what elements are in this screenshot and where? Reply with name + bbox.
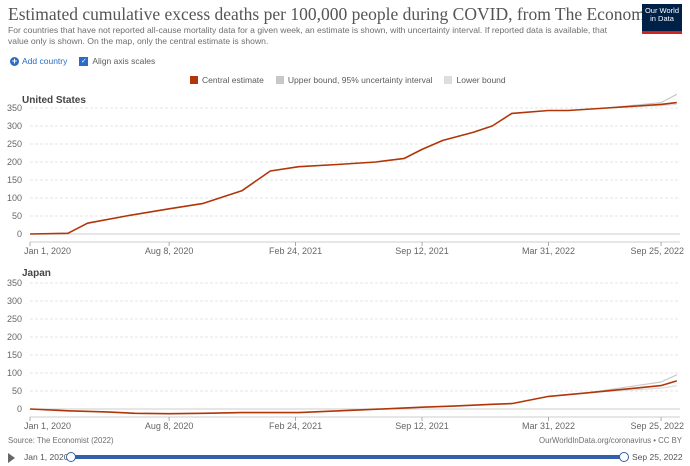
legend: Central estimate Upper bound, 95% uncert… <box>190 75 518 85</box>
chart-title: Estimated cumulative excess deaths per 1… <box>8 4 662 24</box>
lower-bound-line <box>587 385 677 394</box>
y-tick-label: 300 <box>7 296 22 306</box>
x-tick-label: Sep 25, 2022 <box>630 246 684 256</box>
controls-bar: + Add country ✓ Align axis scales <box>10 56 155 66</box>
add-country-label: Add country <box>22 56 68 66</box>
x-tick-label: Sep 12, 2021 <box>395 246 449 256</box>
x-tick-label: Mar 31, 2022 <box>522 246 575 256</box>
x-tick-label: Sep 25, 2022 <box>630 421 684 431</box>
y-tick-label: 250 <box>7 139 22 149</box>
timeline: Jan 1, 2020 Sep 25, 2022 <box>0 449 690 466</box>
timeline-track[interactable] <box>70 455 624 459</box>
panel-title: United States <box>22 95 86 106</box>
timeline-end-handle[interactable] <box>619 452 629 462</box>
legend-label: Central estimate <box>202 75 264 85</box>
x-tick-label: Mar 31, 2022 <box>522 421 575 431</box>
y-tick-label: 50 <box>12 386 22 396</box>
timeline-start-handle[interactable] <box>66 452 76 462</box>
legend-item-upper[interactable]: Upper bound, 95% uncertainty interval <box>275 75 433 85</box>
upper-swatch <box>275 76 284 84</box>
x-tick-label: Jan 1, 2020 <box>24 421 71 431</box>
y-tick-label: 350 <box>7 103 22 113</box>
x-tick-label: Sep 12, 2021 <box>395 421 449 431</box>
central-swatch <box>190 76 198 84</box>
legend-item-central[interactable]: Central estimate <box>190 75 264 85</box>
y-tick-label: 0 <box>17 229 22 239</box>
align-axis-toggle[interactable]: ✓ Align axis scales <box>79 56 155 66</box>
upper-bound-line <box>587 374 678 394</box>
x-tick-label: Aug 8, 2020 <box>145 246 194 256</box>
chart-subtitle: For countries that have not reported all… <box>8 25 608 46</box>
y-tick-label: 350 <box>7 278 22 288</box>
logo-bar <box>642 31 682 34</box>
source-url[interactable]: OurWorldInData.org/coronavirus • CC BY <box>539 436 682 445</box>
chart-panel-0: United States 0 50 100 150 200 250 300 350 Jan 1,… <box>7 93 684 256</box>
y-tick-label: 100 <box>7 368 22 378</box>
align-axis-label: Align axis scales <box>92 56 156 66</box>
owid-logo[interactable]: Our World in Data <box>642 4 682 31</box>
y-tick-label: 150 <box>7 350 22 360</box>
y-tick-label: 0 <box>17 404 22 414</box>
checkbox-icon[interactable]: ✓ <box>79 56 89 66</box>
y-tick-label: 100 <box>7 193 22 203</box>
legend-item-lower[interactable]: Lower bound <box>444 75 506 85</box>
timeline-start-label: Jan 1, 2020 <box>24 452 69 462</box>
central-estimate-line <box>29 101 677 235</box>
y-tick-label: 50 <box>12 211 22 221</box>
timeline-end-label: Sep 25, 2022 <box>632 452 683 462</box>
y-tick-label: 150 <box>7 175 22 185</box>
y-tick-label: 300 <box>7 121 22 131</box>
y-tick-label: 200 <box>7 332 22 342</box>
legend-label: Upper bound, 95% uncertainty interval <box>287 75 433 85</box>
play-icon[interactable] <box>8 453 15 463</box>
lower-swatch <box>444 76 453 84</box>
add-country-button[interactable]: + Add country <box>10 56 67 66</box>
plus-icon: + <box>10 55 19 66</box>
y-tick-label: 200 <box>7 157 22 167</box>
source-note: Source: The Economist (2022) <box>8 436 114 445</box>
chart-panel-1: Japan 0 50 100 150 200 250 300 350 Jan 1, 2020 Aug… <box>7 268 684 431</box>
central-estimate-line <box>29 380 678 415</box>
x-tick-label: Jan 1, 2020 <box>24 246 71 256</box>
y-tick-label: 250 <box>7 314 22 324</box>
panel-title: Japan <box>22 268 51 279</box>
x-tick-label: Feb 24, 2021 <box>269 421 322 431</box>
x-tick-label: Feb 24, 2021 <box>269 246 322 256</box>
legend-label: Lower bound <box>456 75 506 85</box>
x-tick-label: Aug 8, 2020 <box>145 421 194 431</box>
